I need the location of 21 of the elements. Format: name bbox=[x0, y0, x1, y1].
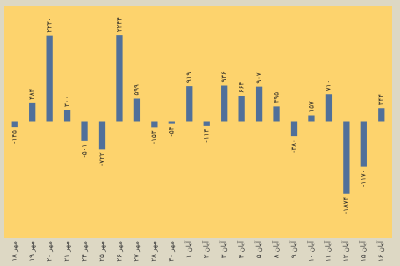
bar bbox=[273, 106, 280, 122]
bar bbox=[360, 122, 367, 167]
bar bbox=[221, 85, 228, 122]
bar bbox=[12, 122, 18, 128]
bar bbox=[290, 122, 298, 136]
bar bbox=[46, 36, 53, 122]
bar bbox=[116, 35, 123, 122]
bar bbox=[98, 122, 106, 150]
bar bbox=[343, 122, 350, 194]
bar bbox=[204, 122, 210, 126]
bar bbox=[186, 86, 192, 122]
bar bbox=[326, 94, 332, 122]
bar bbox=[308, 116, 315, 122]
bar bbox=[29, 102, 36, 122]
bar bbox=[238, 96, 245, 122]
bar bbox=[81, 122, 88, 141]
bar bbox=[256, 86, 262, 122]
bar bbox=[378, 108, 384, 122]
bar bbox=[64, 110, 70, 122]
bar bbox=[134, 98, 140, 122]
bar bbox=[151, 122, 158, 128]
